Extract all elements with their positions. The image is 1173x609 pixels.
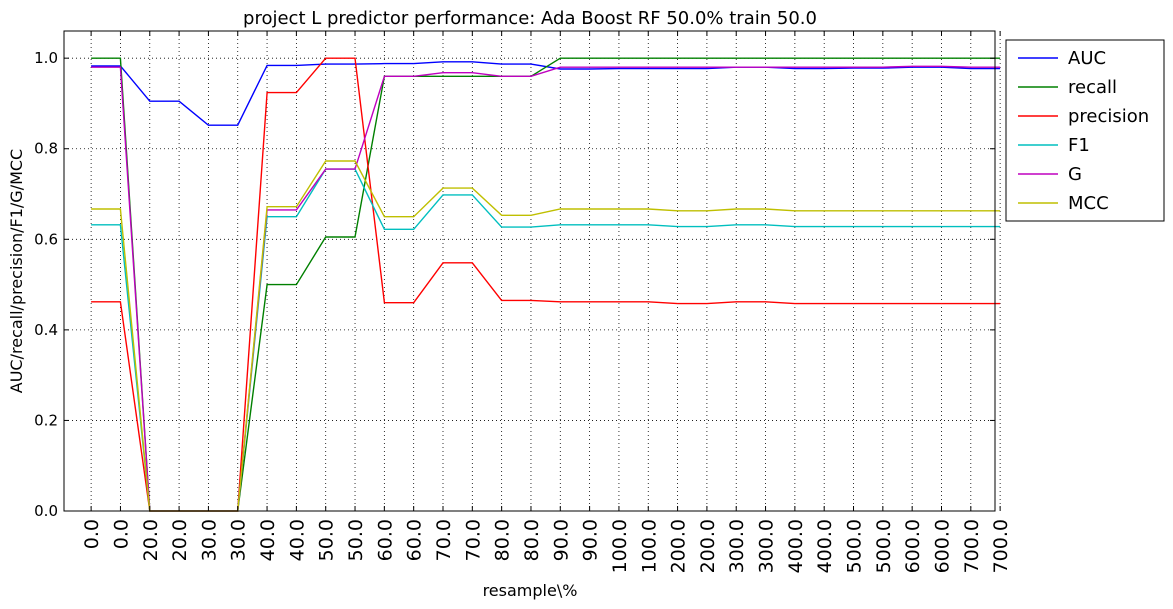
x-axis-label: resample\% bbox=[483, 581, 578, 600]
x-tick-label: 0.0 bbox=[81, 519, 103, 549]
x-tick-label: 20.0 bbox=[140, 519, 162, 561]
x-tick-label: 100.0 bbox=[609, 519, 631, 573]
x-tick-label: 100.0 bbox=[638, 519, 660, 573]
series-line-recall bbox=[91, 57, 1001, 512]
series-line-precision bbox=[91, 57, 1001, 512]
x-tick-label: 80.0 bbox=[521, 519, 543, 561]
x-tick-label: 300.0 bbox=[756, 519, 778, 573]
y-axis: 0.0 0.2 0.4 0.6 0.8 1.0 bbox=[34, 49, 995, 520]
y-tick-label: 1.0 bbox=[34, 49, 58, 67]
grid bbox=[64, 31, 1001, 512]
x-tick-label: 500.0 bbox=[844, 519, 866, 573]
chart-title: project L predictor performance: Ada Boo… bbox=[243, 8, 817, 29]
x-tick-label: 0.0 bbox=[110, 519, 132, 549]
plot-area bbox=[64, 31, 995, 511]
x-tick-label: 50.0 bbox=[316, 519, 338, 561]
x-tick-label: 600.0 bbox=[931, 519, 953, 573]
legend-label-mcc: MCC bbox=[1068, 193, 1109, 214]
series-line-mcc bbox=[91, 160, 1001, 512]
x-tick-label: 30.0 bbox=[228, 519, 250, 561]
x-tick-label: 40.0 bbox=[286, 519, 308, 561]
x-tick-label: 40.0 bbox=[257, 519, 279, 561]
legend-label-g: G bbox=[1068, 164, 1082, 185]
series-lines bbox=[91, 57, 1001, 512]
x-tick-label: 400.0 bbox=[785, 519, 807, 573]
x-tick-label: 90.0 bbox=[580, 519, 602, 561]
x-tick-label: 60.0 bbox=[374, 519, 396, 561]
x-tick-label: 500.0 bbox=[873, 519, 895, 573]
x-tick-label: 90.0 bbox=[550, 519, 572, 561]
x-tick-label: 700.0 bbox=[990, 519, 1012, 573]
x-tick-label: 200.0 bbox=[668, 519, 690, 573]
x-tick-label: 70.0 bbox=[462, 519, 484, 561]
legend-label-f1: F1 bbox=[1068, 135, 1090, 156]
x-tick-label: 70.0 bbox=[433, 519, 455, 561]
x-tick-label: 600.0 bbox=[902, 519, 924, 573]
y-tick-label: 0.2 bbox=[34, 411, 58, 429]
x-tick-label: 80.0 bbox=[492, 519, 514, 561]
y-tick-label: 0.8 bbox=[34, 140, 58, 158]
x-tick-label: 50.0 bbox=[345, 519, 367, 561]
x-axis: 0.0 0.0 20.0 20.0 30.0 30.0 40.0 40.0 50.0 50.0 60… bbox=[81, 31, 1012, 573]
x-tick-label: 20.0 bbox=[169, 519, 191, 561]
legend: AUC recall precision F1 G MCC bbox=[1005, 39, 1165, 222]
x-tick-label: 60.0 bbox=[404, 519, 426, 561]
y-tick-label: 0.6 bbox=[34, 230, 58, 248]
plot-frame bbox=[63, 30, 996, 512]
x-tick-label: 30.0 bbox=[198, 519, 220, 561]
y-tick-label: 0.0 bbox=[34, 502, 58, 520]
x-tick-label: 700.0 bbox=[961, 519, 983, 573]
y-axis-label: AUC/recall/precision/F1/G/MCC bbox=[7, 149, 26, 393]
legend-label-auc: AUC bbox=[1068, 48, 1106, 69]
x-tick-label: 400.0 bbox=[814, 519, 836, 573]
legend-label-recall: recall bbox=[1068, 77, 1117, 98]
legend-label-precision: precision bbox=[1068, 106, 1149, 127]
legend-box bbox=[1005, 39, 1165, 222]
x-tick-label: 200.0 bbox=[697, 519, 719, 573]
x-tick-label: 300.0 bbox=[726, 519, 748, 573]
y-tick-label: 0.4 bbox=[34, 321, 58, 339]
